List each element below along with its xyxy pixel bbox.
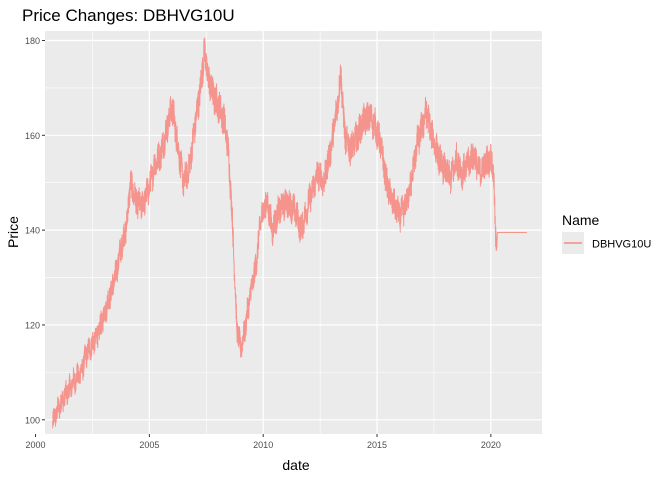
legend: Name DBHVG10U bbox=[562, 212, 651, 254]
x-tick-label: 2000 bbox=[26, 440, 46, 450]
y-tick-label: 180 bbox=[25, 36, 40, 46]
series-layer bbox=[52, 37, 527, 429]
y-tick-label: 140 bbox=[25, 226, 40, 236]
minor-gridlines bbox=[45, 31, 542, 434]
x-axis-label: date bbox=[282, 457, 309, 473]
legend-title: Name bbox=[562, 212, 600, 228]
x-tick-label: 2005 bbox=[139, 440, 159, 450]
x-axis: 2000 2005 2010 2015 2020 bbox=[26, 434, 501, 450]
x-tick-label: 2020 bbox=[481, 440, 501, 450]
x-tick-label: 2015 bbox=[367, 440, 387, 450]
series-line bbox=[52, 37, 527, 429]
chart-title: Price Changes: DBHVG10U bbox=[22, 6, 235, 25]
x-tick-label: 2010 bbox=[253, 440, 273, 450]
y-tick-label: 160 bbox=[25, 131, 40, 141]
y-axis-label: Price bbox=[5, 216, 21, 248]
plot-background bbox=[45, 31, 542, 434]
legend-entry-label: DBHVG10U bbox=[592, 239, 651, 251]
y-tick-label: 120 bbox=[25, 320, 40, 330]
plot-panel bbox=[34, 31, 542, 434]
y-axis: 100 120 140 160 180 bbox=[25, 36, 45, 425]
y-tick-label: 100 bbox=[25, 415, 40, 425]
major-gridlines bbox=[34, 31, 542, 434]
